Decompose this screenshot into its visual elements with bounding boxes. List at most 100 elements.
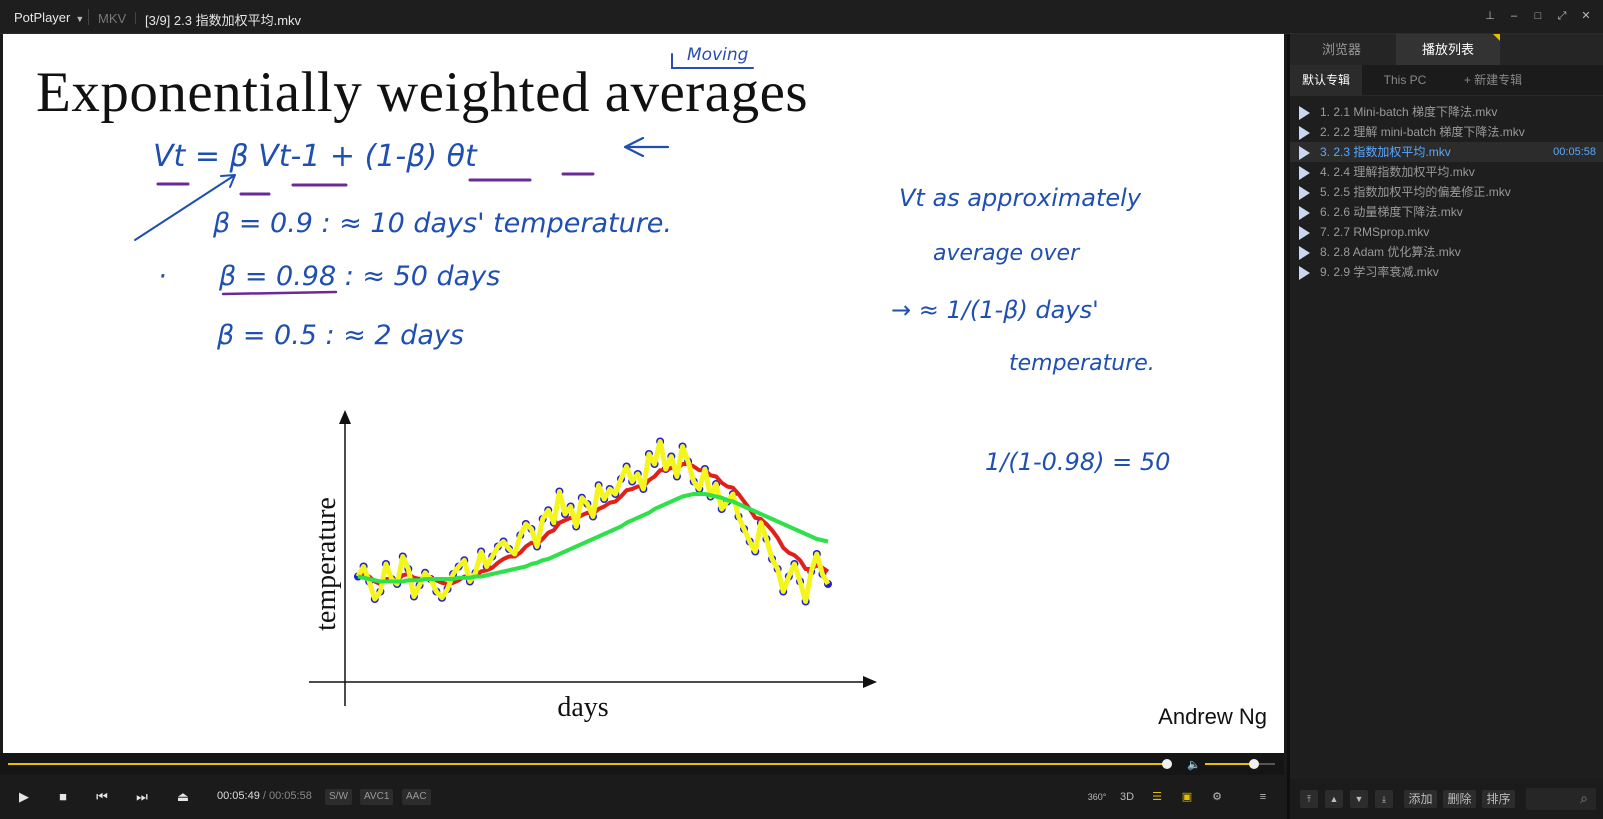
play-file-icon	[1299, 146, 1310, 160]
add-button[interactable]: 添加	[1404, 790, 1437, 808]
previous-button[interactable]: ⏮	[96, 789, 108, 804]
control-bar: ▶ ■ ⏮ ⏭ ⏏ 00:05:49 / 00:05:58 S/W AVC1 A…	[0, 775, 1284, 819]
series-line-2	[355, 439, 831, 604]
x-axis-label: days	[557, 692, 608, 723]
play-file-icon	[1299, 126, 1310, 140]
stop-button[interactable]: ■	[59, 789, 67, 804]
delete-button[interactable]: 删除	[1443, 790, 1476, 808]
note-line-1: Vt as approximately	[899, 184, 1142, 212]
formula: Vt = β Vt-1 + (1-β) θt	[153, 139, 478, 174]
format-label: MKV	[98, 11, 127, 26]
move-down-icon[interactable]: ▼	[1350, 790, 1368, 808]
play-button[interactable]: ▶	[19, 789, 29, 804]
playlist-panel: 浏览器 播放列表 默认专辑 This PC + 新建专辑 1. 2.1 Mini…	[1287, 34, 1603, 819]
chevron-down-icon: ▼	[75, 14, 85, 24]
play-file-icon	[1299, 206, 1310, 220]
volume-level	[1205, 763, 1254, 765]
fullscreen-button[interactable]: ⤢	[1557, 10, 1567, 22]
divider	[88, 9, 89, 25]
playlist-item-label: 5. 2.5 指数加权平均的偏差修正.mkv	[1320, 185, 1511, 199]
time-separator: /	[262, 790, 266, 802]
handwriting-layer: Moving Vt = β Vt-1 + (1-β) θt β = 0.9 : …	[134, 45, 1170, 476]
title-bar: PotPlayer ▼ MKV [3/9] 2.3 指数加权平均.mkv ⊥ – …	[0, 0, 1603, 34]
move-bottom-icon[interactable]: ⤓	[1375, 790, 1393, 808]
audio-codec-tag[interactable]: AAC	[402, 789, 431, 805]
temperature-chart: days temperature	[303, 404, 903, 724]
playlist-item[interactable]: 7. 2.7 RMSprop.mkv	[1290, 222, 1603, 242]
beta-line-1: β = 0.9 : ≈ 10 days' temperature.	[212, 208, 672, 239]
slide-title: Exponentially weighted averages	[36, 61, 809, 124]
y-axis-arrow	[339, 410, 351, 424]
seek-bar[interactable]: 🔈	[0, 753, 1284, 775]
vr-360-icon[interactable]: 360°	[1087, 792, 1107, 802]
next-button[interactable]: ⏭	[136, 789, 148, 804]
volume-handle[interactable]	[1249, 759, 1259, 769]
chart-svg: days temperature	[309, 410, 877, 723]
eject-button[interactable]: ⏏	[176, 789, 190, 804]
time-display: 00:05:49 / 00:05:58	[217, 790, 312, 802]
playlist-item-label: 3. 2.3 指数加权平均.mkv	[1320, 145, 1451, 159]
play-file-icon	[1299, 166, 1310, 180]
app-menu-button[interactable]: PotPlayer ▼	[14, 10, 84, 25]
note-line-2: average over	[933, 241, 1081, 266]
note-line-3: → ≈ 1/(1-β) days'	[891, 296, 1099, 324]
video-codec-tag[interactable]: AVC1	[360, 789, 394, 805]
playlist-item[interactable]: 3. 2.3 指数加权平均.mkv 00:05:58	[1290, 142, 1603, 162]
window-title: [3/9] 2.3 指数加权平均.mkv	[145, 13, 302, 28]
playlist-search-input[interactable]: ⌕	[1526, 788, 1596, 810]
play-file-icon	[1299, 246, 1310, 260]
new-album-button[interactable]: + 新建专辑	[1463, 73, 1523, 87]
seek-progress	[8, 763, 1167, 765]
minimize-button[interactable]: –	[1510, 10, 1518, 22]
pin-icon[interactable]: ⊥	[1485, 10, 1495, 22]
playlist-item[interactable]: 9. 2.9 学习率衰减.mkv	[1290, 262, 1603, 282]
play-file-icon	[1299, 226, 1310, 240]
sort-button[interactable]: 排序	[1482, 790, 1515, 808]
close-button[interactable]: ✕	[1581, 10, 1591, 22]
panel-footer: ⤒ ▲ ▼ ⤓ 添加 删除 排序 ⌕	[1290, 779, 1603, 819]
playlist-item[interactable]: 5. 2.5 指数加权平均的偏差修正.mkv	[1290, 182, 1603, 202]
playlist-item[interactable]: 1. 2.1 Mini-batch 梯度下降法.mkv	[1290, 102, 1603, 122]
volume-icon[interactable]: 🔈	[1187, 759, 1201, 771]
move-top-icon[interactable]: ⤒	[1300, 790, 1318, 808]
calc-line: 1/(1-0.98) = 50	[985, 448, 1170, 476]
move-up-icon[interactable]: ▲	[1325, 790, 1343, 808]
playlist-item[interactable]: 2. 2.2 理解 mini-batch 梯度下降法.mkv	[1290, 122, 1603, 142]
seek-handle[interactable]	[1161, 759, 1172, 769]
tab-default-album[interactable]: 默认专辑	[1290, 65, 1362, 96]
playlist-item-label: 4. 2.4 理解指数加权平均.mkv	[1320, 165, 1475, 179]
beta-line-2: β = 0.98 : ≈ 50 days	[218, 261, 500, 292]
tab-playlist[interactable]: 播放列表	[1396, 34, 1500, 65]
series-line-3	[357, 492, 829, 584]
slide-credit: Andrew Ng	[1158, 704, 1267, 729]
decoder-tag[interactable]: S/W	[325, 789, 352, 805]
playlist-item-label: 1. 2.1 Mini-batch 梯度下降法.mkv	[1320, 105, 1498, 119]
divider	[135, 12, 136, 24]
play-file-icon	[1299, 106, 1310, 120]
y-axis-label: temperature	[311, 497, 342, 631]
play-file-icon	[1299, 266, 1310, 280]
dot-mark: ·	[158, 261, 167, 292]
playlist-item-label: 9. 2.9 学习率衰减.mkv	[1320, 265, 1439, 279]
video-frame[interactable]: Exponentially weighted averages Moving V…	[3, 34, 1284, 753]
gear-icon[interactable]: ⚙	[1212, 791, 1222, 803]
x-axis-arrow	[863, 676, 877, 688]
playlist-item[interactable]: 4. 2.4 理解指数加权平均.mkv	[1290, 162, 1603, 182]
3d-icon[interactable]: 3D	[1119, 791, 1135, 803]
tab-browser[interactable]: 浏览器	[1321, 42, 1361, 57]
playlist-toggle-icon[interactable]: ▣	[1181, 791, 1193, 803]
menu-icon[interactable]: ≡	[1259, 791, 1267, 803]
playlist-item[interactable]: 6. 2.6 动量梯度下降法.mkv	[1290, 202, 1603, 222]
search-subtitle-icon[interactable]: ☰	[1152, 791, 1162, 803]
beta-line-3: β = 0.5 : ≈ 2 days	[216, 320, 464, 351]
playlist-item-duration: 00:05:58	[1553, 146, 1596, 158]
tab-this-pc[interactable]: This PC	[1383, 73, 1427, 87]
maximize-button[interactable]: □	[1534, 10, 1542, 22]
playlist-item[interactable]: 8. 2.8 Adam 优化算法.mkv	[1290, 242, 1603, 262]
playlist: 1. 2.1 Mini-batch 梯度下降法.mkv 2. 2.2 理解 min…	[1290, 102, 1603, 282]
playlist-item-label: 8. 2.8 Adam 优化算法.mkv	[1320, 245, 1461, 259]
playlist-item-label: 6. 2.6 动量梯度下降法.mkv	[1320, 205, 1463, 219]
window-controls: ⊥ – □ ⤢ ✕	[1483, 8, 1593, 24]
app-name: PotPlayer	[14, 10, 71, 25]
album-tabs: 默认专辑 This PC + 新建专辑	[1290, 65, 1603, 96]
